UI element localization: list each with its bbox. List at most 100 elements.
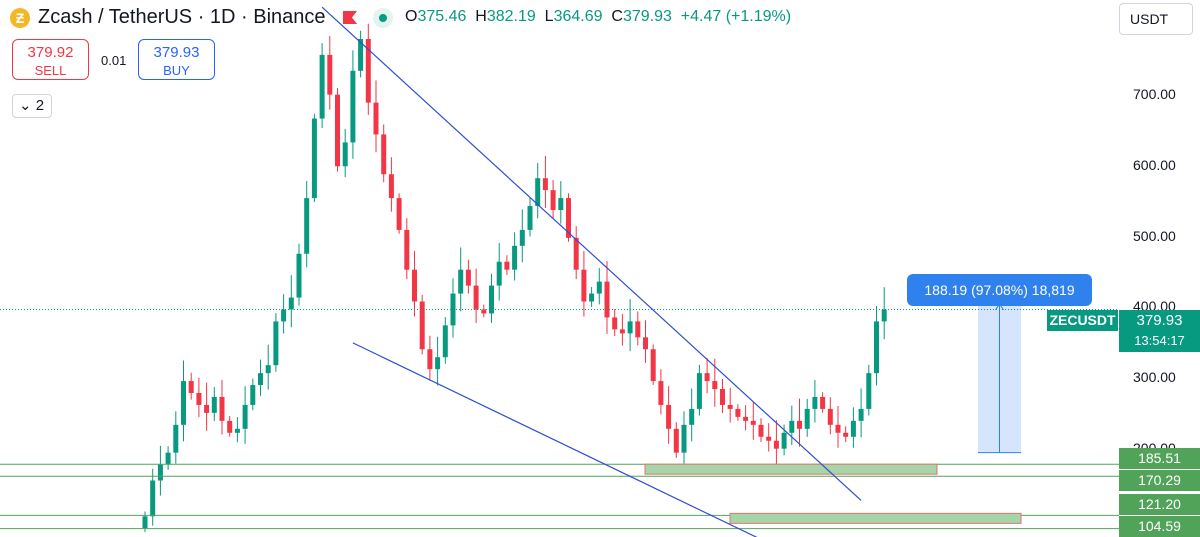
candle <box>465 269 471 286</box>
spread-value: 0.01 <box>101 53 127 68</box>
candle <box>866 373 872 409</box>
chart-title[interactable]: Zcash / TetherUS · 1D · Binance <box>38 6 326 28</box>
candle <box>789 420 795 433</box>
buy-button[interactable]: 379.93 BUY <box>138 39 215 80</box>
candle <box>496 261 502 286</box>
candle <box>234 428 240 433</box>
measure-tool[interactable] <box>978 302 1021 454</box>
indicators-toggle-button[interactable]: ⌄ 2 <box>12 94 52 118</box>
ohlc-low-value: 364.69 <box>553 8 603 25</box>
candle <box>797 420 802 429</box>
candle <box>758 424 764 437</box>
candle <box>442 325 448 358</box>
candle <box>766 436 772 441</box>
candle <box>835 424 841 433</box>
axis-tick-label: 700.00 <box>1133 86 1176 102</box>
candle <box>735 408 741 417</box>
candlestick-series <box>142 23 887 533</box>
level-tag: 185.51 <box>1119 448 1200 469</box>
candle <box>619 329 625 334</box>
candle <box>604 281 610 318</box>
candle <box>596 281 602 294</box>
candle <box>542 178 548 191</box>
ohlc-readout: O375.46 H382.19 L364.69 C379.93 +4.47 (+… <box>405 8 791 26</box>
candle <box>527 206 533 230</box>
candle <box>550 190 556 211</box>
zcash-logo-icon: Ƶ <box>10 8 30 28</box>
candle <box>750 420 756 425</box>
candle <box>720 389 725 405</box>
candle <box>743 416 749 421</box>
measure-label: 188.19 (97.08%) 18,819 <box>907 274 1092 306</box>
candle <box>250 385 256 405</box>
candle <box>827 408 833 425</box>
buy-label: BUY <box>163 63 190 78</box>
candle <box>419 301 425 350</box>
candle <box>311 118 317 199</box>
candle <box>489 285 494 314</box>
candle <box>589 293 595 302</box>
sell-button[interactable]: 379.92 SELL <box>12 39 89 80</box>
candle <box>381 134 387 175</box>
candle <box>227 420 233 433</box>
candle <box>219 396 225 421</box>
symbol-label: ZECUSDT <box>1047 310 1118 331</box>
candle <box>512 245 518 270</box>
support-zones <box>0 463 1119 530</box>
candle <box>666 404 672 429</box>
candle <box>481 309 487 314</box>
last-price-value: 379.93 <box>1136 312 1183 329</box>
candle <box>781 432 787 449</box>
candle <box>327 54 333 95</box>
chevron-down-icon: ⌄ <box>19 97 32 114</box>
candle <box>281 309 287 322</box>
level-tag: 104.59 <box>1119 516 1200 537</box>
candle <box>535 178 541 207</box>
ohlc-change: +4.47 (+1.19%) <box>680 8 792 25</box>
sell-price: 379.92 <box>27 44 74 61</box>
candle <box>504 261 510 270</box>
axis-tick-label: 500.00 <box>1133 228 1176 244</box>
candle <box>242 404 248 429</box>
candle <box>396 198 402 230</box>
candle <box>157 464 163 481</box>
candle <box>458 269 464 294</box>
candle <box>404 229 410 270</box>
currency-button[interactable]: USDT <box>1119 3 1193 35</box>
candle <box>427 349 433 370</box>
candle <box>850 420 856 437</box>
candle <box>258 373 263 386</box>
candle <box>704 373 710 382</box>
candle <box>204 404 210 413</box>
buy-price: 379.93 <box>153 44 200 61</box>
candle <box>211 396 217 413</box>
candle <box>196 393 202 405</box>
candle <box>188 381 194 394</box>
flag-icon[interactable] <box>343 11 357 24</box>
candle <box>696 373 702 409</box>
last-price-tag: 379.93 13:54:17 <box>1119 310 1200 352</box>
candle <box>473 285 479 310</box>
candle <box>881 309 887 322</box>
candle <box>435 357 441 370</box>
support-zone <box>644 463 938 475</box>
candle <box>712 381 718 390</box>
candle <box>820 396 826 409</box>
axis-tick-label: 600.00 <box>1133 157 1176 173</box>
candle <box>635 321 641 338</box>
ohlc-open-value: 375.46 <box>417 8 467 25</box>
candle <box>142 516 148 529</box>
candle <box>373 102 379 135</box>
ohlc-low-key: L <box>544 8 554 25</box>
market-status-icon[interactable] <box>373 8 393 28</box>
candle <box>365 38 371 103</box>
candle <box>265 365 271 374</box>
candle <box>681 424 687 453</box>
candle <box>858 408 864 421</box>
candle <box>296 253 302 298</box>
candle <box>804 408 810 429</box>
candle <box>573 237 579 270</box>
candle <box>627 321 633 334</box>
sell-label: SELL <box>34 63 67 78</box>
